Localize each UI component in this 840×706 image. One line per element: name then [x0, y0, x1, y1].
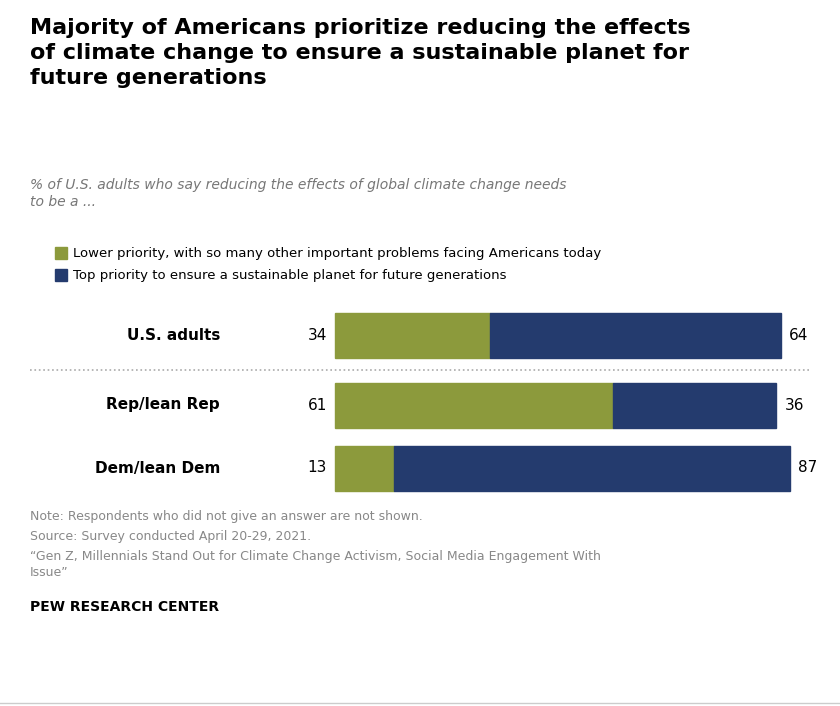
Bar — [55, 269, 67, 281]
Bar — [394, 445, 790, 491]
Text: Lower priority, with so many other important problems facing Americans today: Lower priority, with so many other impor… — [73, 246, 601, 260]
Text: Rep/lean Rep: Rep/lean Rep — [107, 397, 220, 412]
Bar — [335, 313, 490, 357]
Bar — [335, 445, 394, 491]
Bar — [55, 247, 67, 259]
Text: Note: Respondents who did not give an answer are not shown.: Note: Respondents who did not give an an… — [30, 510, 423, 523]
Text: Top priority to ensure a sustainable planet for future generations: Top priority to ensure a sustainable pla… — [73, 268, 507, 282]
Bar — [490, 313, 781, 357]
Text: “Gen Z, Millennials Stand Out for Climate Change Activism, Social Media Engageme: “Gen Z, Millennials Stand Out for Climat… — [30, 550, 601, 579]
Text: Source: Survey conducted April 20-29, 2021.: Source: Survey conducted April 20-29, 20… — [30, 530, 311, 543]
Text: 87: 87 — [798, 460, 817, 476]
Bar — [612, 383, 776, 428]
Text: Majority of Americans prioritize reducing the effects
of climate change to ensur: Majority of Americans prioritize reducin… — [30, 18, 690, 88]
Text: % of U.S. adults who say reducing the effects of global climate change needs
to : % of U.S. adults who say reducing the ef… — [30, 178, 566, 209]
Bar — [335, 383, 612, 428]
Text: 64: 64 — [789, 328, 808, 342]
Text: Dem/lean Dem: Dem/lean Dem — [95, 460, 220, 476]
Text: 13: 13 — [307, 460, 327, 476]
Text: 36: 36 — [785, 397, 804, 412]
Text: PEW RESEARCH CENTER: PEW RESEARCH CENTER — [30, 600, 219, 614]
Text: 61: 61 — [307, 397, 327, 412]
Text: 34: 34 — [307, 328, 327, 342]
Text: U.S. adults: U.S. adults — [127, 328, 220, 342]
